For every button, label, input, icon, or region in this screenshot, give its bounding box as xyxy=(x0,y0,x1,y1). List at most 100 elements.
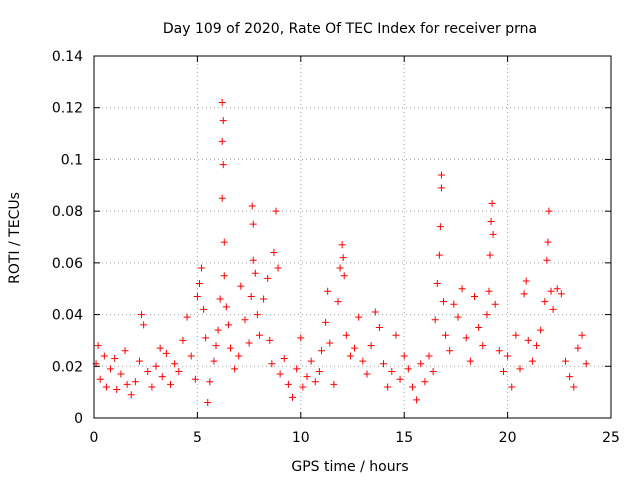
data-point xyxy=(195,280,203,288)
data-point xyxy=(167,380,175,388)
data-point xyxy=(187,352,195,360)
data-point xyxy=(436,223,444,231)
data-point xyxy=(537,326,545,334)
data-point xyxy=(570,383,578,391)
data-point xyxy=(442,331,450,339)
data-point xyxy=(179,336,187,344)
data-point xyxy=(533,342,541,350)
data-point xyxy=(276,370,284,378)
data-point xyxy=(574,344,582,352)
data-point xyxy=(135,357,143,365)
data-point xyxy=(417,360,425,368)
data-point xyxy=(429,367,437,375)
data-point xyxy=(421,378,429,386)
data-point xyxy=(224,321,232,329)
data-point xyxy=(324,287,332,295)
data-point xyxy=(247,292,255,300)
data-point xyxy=(204,398,212,406)
data-point xyxy=(578,331,586,339)
data-point xyxy=(152,362,160,370)
data-point xyxy=(191,375,199,383)
y-axis-label: ROTI / TECUs xyxy=(7,192,23,284)
data-point xyxy=(148,383,156,391)
data-point xyxy=(248,202,256,210)
data-point xyxy=(351,344,359,352)
data-point xyxy=(487,217,495,225)
data-point xyxy=(486,251,494,259)
data-point xyxy=(299,383,307,391)
data-point xyxy=(543,256,551,264)
data-point xyxy=(212,342,220,350)
x-axis-label: GPS time / hours xyxy=(291,459,408,475)
data-point xyxy=(340,272,348,280)
data-point xyxy=(200,305,208,313)
data-point xyxy=(107,365,115,373)
data-point xyxy=(489,230,497,238)
data-point xyxy=(380,360,388,368)
data-point xyxy=(367,342,375,350)
chart-title: Day 109 of 2020, Rate Of TEC Index for r… xyxy=(163,21,537,37)
data-point xyxy=(264,274,272,282)
data-point xyxy=(274,264,282,272)
data-point xyxy=(121,347,129,355)
data-point xyxy=(245,339,253,347)
data-point xyxy=(270,249,278,257)
tick-labels: 0 0.02 0.04 0.06 0.08 0.1 0.12 0.14 0 5 10 15 20 25 xyxy=(52,49,620,446)
data-point xyxy=(553,285,561,293)
data-point xyxy=(255,331,263,339)
data-point xyxy=(566,373,574,381)
data-point xyxy=(293,365,301,373)
data-point xyxy=(408,383,416,391)
data-point xyxy=(175,367,183,375)
data-point xyxy=(158,373,166,381)
data-point xyxy=(334,298,342,306)
data-point xyxy=(266,336,274,344)
y-tick-label: 0.1 xyxy=(61,152,83,168)
data-point xyxy=(249,220,257,228)
data-point xyxy=(326,339,334,347)
data-point xyxy=(439,298,447,306)
data-point xyxy=(222,303,230,311)
data-point xyxy=(284,380,292,388)
data-point xyxy=(458,285,466,293)
data-point xyxy=(231,365,239,373)
data-point xyxy=(140,321,148,329)
data-point xyxy=(307,357,315,365)
data-point xyxy=(138,311,146,319)
data-point xyxy=(437,184,445,192)
data-point xyxy=(317,347,325,355)
data-point xyxy=(437,171,445,179)
data-point xyxy=(431,316,439,324)
data-point xyxy=(516,365,524,373)
data-point xyxy=(311,378,319,386)
data-point xyxy=(582,360,590,368)
data-point xyxy=(220,272,228,280)
data-point xyxy=(216,295,224,303)
data-point xyxy=(557,290,565,298)
data-point xyxy=(193,292,201,300)
data-point xyxy=(113,386,121,394)
data-point xyxy=(396,375,404,383)
data-point xyxy=(251,269,259,277)
data-point xyxy=(322,318,330,326)
data-point xyxy=(549,305,557,313)
data-point xyxy=(346,352,354,360)
data-point xyxy=(528,357,536,365)
data-point xyxy=(214,326,222,334)
data-point xyxy=(100,352,108,360)
data-point xyxy=(491,300,499,308)
data-point xyxy=(392,331,400,339)
data-point xyxy=(355,313,363,321)
data-point xyxy=(471,292,479,300)
data-point xyxy=(466,357,474,365)
data-point xyxy=(413,396,421,404)
data-point xyxy=(235,352,243,360)
data-point xyxy=(524,336,532,344)
data-point xyxy=(220,238,228,246)
data-point xyxy=(425,352,433,360)
data-point xyxy=(485,287,493,295)
data-point xyxy=(219,161,227,169)
data-point xyxy=(359,357,367,365)
data-point xyxy=(315,367,323,375)
